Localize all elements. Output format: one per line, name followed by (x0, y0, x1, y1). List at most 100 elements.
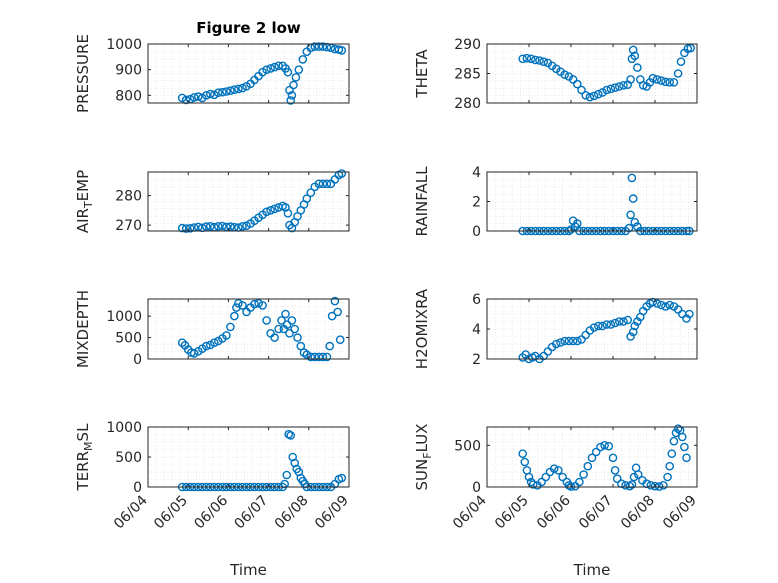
data-point (600, 440, 609, 450)
data-point (330, 296, 340, 306)
data-point (591, 447, 601, 457)
data-point (554, 465, 563, 475)
data-point (568, 336, 578, 346)
data-point (624, 223, 634, 233)
data-point (306, 352, 316, 362)
y-tick-label: 900 (115, 63, 142, 79)
data-point (628, 194, 638, 203)
y-tick-label: 800 (115, 88, 142, 104)
data-point (665, 461, 675, 471)
data-point (598, 88, 607, 97)
subplot-2: 280 285 290 THETA (413, 37, 698, 112)
data-point (573, 219, 582, 228)
x-tick-label: 06/09 (660, 493, 700, 533)
data-point (619, 81, 628, 90)
data-point (285, 85, 294, 95)
data-point (630, 217, 640, 227)
y-tick-label: 280 (454, 96, 481, 112)
data-point (238, 301, 247, 310)
data-point (181, 224, 191, 233)
y-tick-label: 0 (133, 480, 142, 496)
data-point (266, 64, 275, 73)
y-tick-label: 0 (472, 480, 481, 496)
data-point (526, 54, 536, 64)
y-axis-label: TERRMSL (74, 423, 95, 492)
data-point (314, 179, 324, 189)
data-point (585, 92, 595, 102)
data-point (539, 57, 549, 67)
data-point (222, 222, 231, 232)
data-point (282, 320, 292, 330)
data-point (286, 96, 296, 105)
data-point (594, 89, 603, 99)
data-point (222, 331, 231, 340)
data-point (318, 179, 328, 189)
data-point (205, 89, 215, 99)
data-point (648, 297, 658, 307)
data-point (663, 472, 672, 482)
data-point (238, 221, 247, 231)
y-axis-label: THETA (413, 49, 431, 99)
data-point (606, 320, 616, 329)
data-point (518, 449, 528, 459)
data-point (646, 480, 656, 490)
y-tick-label: 4 (472, 322, 481, 338)
data-point (560, 336, 570, 346)
y-tick-label: 1000 (106, 420, 142, 436)
data-point (673, 424, 683, 434)
data-point (318, 42, 328, 51)
data-point (218, 221, 227, 231)
data-point (287, 91, 297, 100)
data-point (189, 349, 199, 358)
data-point (522, 53, 532, 63)
y-axis-label: AIRTEMP (74, 170, 95, 233)
x-axis-label: Time (573, 561, 611, 579)
data-point (270, 333, 279, 342)
data-point (250, 299, 259, 309)
data-point (579, 470, 588, 479)
y-tick-label: 4 (472, 165, 481, 181)
data-point (596, 442, 605, 452)
y-tick-label: 0 (472, 224, 481, 240)
chart-title: Figure 2 low (196, 19, 301, 37)
data-point (270, 204, 279, 214)
data-point (335, 335, 345, 345)
data-point (283, 208, 293, 218)
data-point (648, 73, 658, 83)
data-point (298, 55, 308, 64)
data-point (226, 86, 235, 95)
data-point (560, 70, 570, 79)
axes-box (486, 426, 698, 488)
data-point (226, 322, 235, 332)
data-point (606, 84, 616, 94)
data-point (226, 222, 235, 231)
data-point (604, 441, 614, 451)
data-point (619, 317, 628, 326)
data-point (189, 93, 199, 102)
data-point (626, 332, 635, 341)
data-point (633, 63, 642, 72)
data-point (528, 480, 538, 489)
data-point (314, 352, 324, 362)
data-point (314, 42, 324, 51)
data-point (573, 79, 582, 89)
data-point (589, 323, 599, 332)
data-point (222, 87, 231, 96)
y-tick-label: 285 (454, 67, 481, 83)
data-point (685, 309, 694, 319)
data-point (564, 336, 574, 346)
y-tick-label: 0 (133, 352, 142, 368)
data-point (568, 75, 578, 84)
data-point (626, 210, 635, 220)
data-point (541, 472, 551, 482)
data-point (294, 65, 304, 74)
data-point (583, 461, 593, 471)
data-point (657, 300, 666, 310)
data-point (661, 302, 670, 311)
y-tick-label: 1000 (106, 309, 142, 325)
data-point (306, 188, 316, 197)
data-point (177, 93, 187, 103)
data-point (230, 85, 239, 94)
data-point (277, 316, 286, 325)
data-point (665, 300, 675, 310)
